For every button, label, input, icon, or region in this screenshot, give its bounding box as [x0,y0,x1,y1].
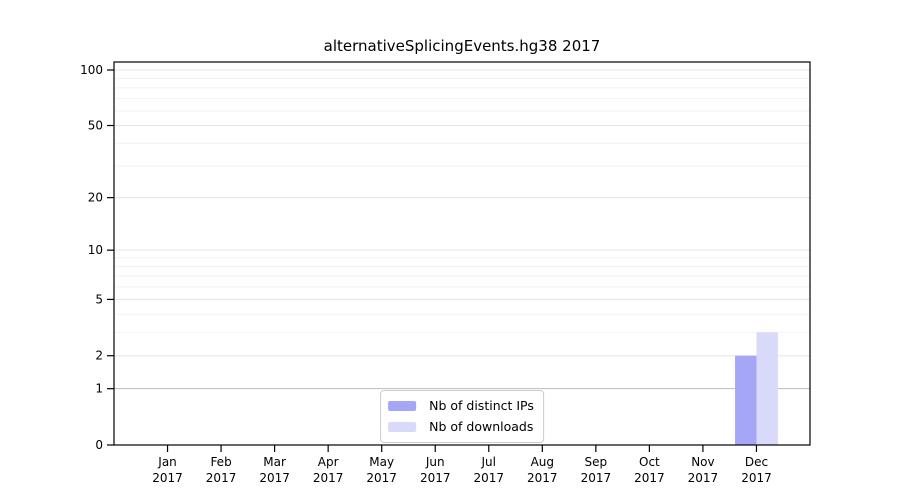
x-tick-label-year: 2017 [688,471,719,485]
y-tick-label: 50 [88,119,103,133]
x-tick-label-year: 2017 [741,471,772,485]
legend: Nb of distinct IPs Nb of downloads [380,390,544,443]
x-tick-label-month: Jul [481,455,496,469]
x-tick-label-month: May [369,455,394,469]
bar-distinct-ips [735,355,757,445]
x-tick-label-year: 2017 [259,471,290,485]
y-tick-label: 1 [95,382,103,396]
x-tick-label-month: Mar [263,455,286,469]
x-tick-label-year: 2017 [581,471,612,485]
x-tick-label-month: Nov [691,455,714,469]
y-tick-label: 0 [95,438,103,452]
x-tick-label-month: Jan [157,455,177,469]
y-tick-label: 10 [88,243,103,257]
legend-swatch-distinct-ips [388,401,417,411]
x-tick-label-month: Apr [318,455,339,469]
y-tick-label: 20 [88,191,103,205]
legend-swatch-downloads [388,422,417,432]
x-tick-label-year: 2017 [527,471,558,485]
legend-item-downloads: Nb of downloads [388,417,534,437]
x-tick-label-year: 2017 [206,471,237,485]
x-tick-label-month: Feb [210,455,231,469]
bar-downloads [756,332,778,445]
legend-label-downloads: Nb of downloads [429,419,534,434]
x-tick-label-month: Jun [425,455,445,469]
x-tick-label-month: Sep [585,455,608,469]
x-tick-label-month: Oct [639,455,660,469]
x-tick-label-month: Dec [745,455,768,469]
legend-label-distinct-ips: Nb of distinct IPs [429,398,534,413]
legend-item-distinct-ips: Nb of distinct IPs [388,396,534,416]
y-tick-label: 2 [95,349,103,363]
x-tick-label-year: 2017 [152,471,183,485]
y-tick-label: 100 [80,63,103,77]
x-tick-label-year: 2017 [420,471,451,485]
x-tick-label-year: 2017 [634,471,665,485]
plot-frame [113,61,811,446]
y-tick-label: 5 [95,292,103,306]
x-tick-label-year: 2017 [473,471,504,485]
x-tick-label-month: Aug [531,455,554,469]
x-tick-label-year: 2017 [313,471,344,485]
chart-title: alternativeSplicingEvents.hg38 2017 [323,37,601,55]
x-tick-label-year: 2017 [366,471,397,485]
